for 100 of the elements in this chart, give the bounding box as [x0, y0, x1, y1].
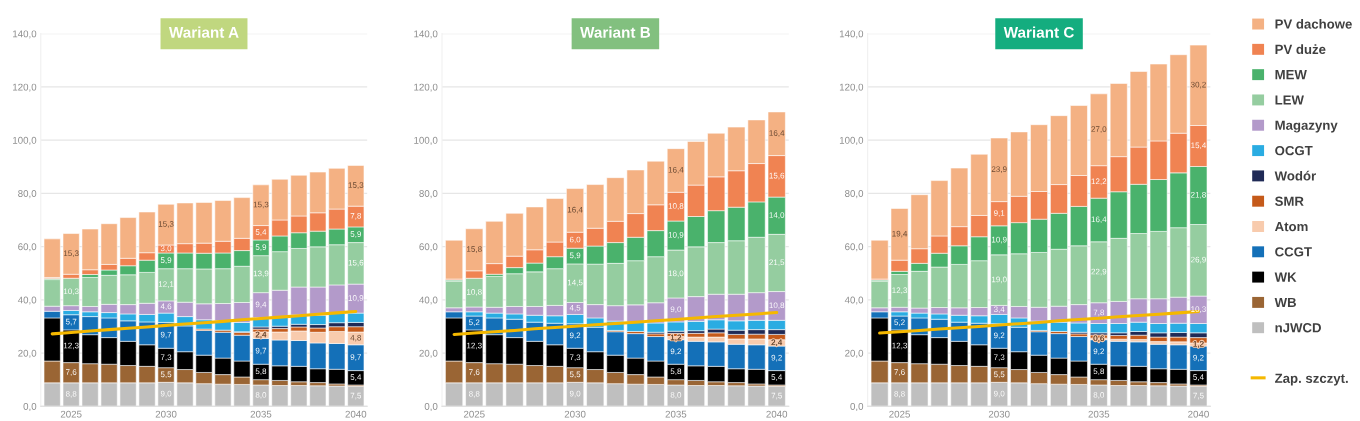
data-label: 1,2	[670, 334, 682, 342]
data-label: 15,3	[253, 201, 269, 209]
data-label: 10,8	[668, 203, 684, 210]
legend-label: OCGT	[1275, 145, 1313, 156]
y-tick-label: 20,0	[18, 349, 37, 358]
data-label: 10,9	[668, 232, 684, 239]
data-label: 10,3	[63, 288, 79, 296]
x-tick-label: 2025	[889, 410, 910, 418]
data-label: 12,1	[158, 281, 174, 288]
data-label: 9,7	[160, 331, 172, 339]
legend-label: WK	[1274, 272, 1297, 282]
data-label: 4,5	[569, 305, 581, 312]
data-label: 7,8	[350, 212, 362, 220]
data-label: 5,4	[350, 374, 362, 381]
y-tick-label: 20,0	[845, 349, 864, 358]
chart-title: Wariant A	[168, 26, 239, 38]
x-tick-label: 2030	[988, 410, 1010, 418]
data-label: 10,9	[991, 236, 1007, 244]
data-label: 5,8	[1093, 368, 1105, 376]
y-tick-label: 0,0	[23, 403, 37, 412]
data-label: 12,3	[63, 342, 79, 350]
x-tick-label: 2025	[60, 410, 82, 418]
data-label: 19,4	[892, 230, 908, 238]
data-label: 16,4	[1091, 216, 1107, 224]
y-tick-label: 140,0	[839, 30, 864, 39]
data-label: 12,3	[892, 287, 908, 295]
legend-label: Wodór	[1274, 170, 1316, 181]
x-tick-label: 2035	[250, 410, 272, 418]
data-label: 9,2	[1193, 354, 1204, 362]
y-tick-label: 40,0	[844, 296, 864, 305]
y-tick-label: 140,0	[414, 30, 438, 39]
data-label: 12,3	[892, 342, 908, 350]
data-label: 5,9	[350, 231, 362, 238]
data-label: 12,2	[1091, 178, 1107, 186]
data-label: 23,9	[991, 166, 1007, 173]
data-label: 9,4	[255, 301, 267, 309]
data-label: 5,8	[255, 368, 267, 376]
data-label: 13,9	[253, 270, 269, 278]
data-label: 5,4	[771, 374, 783, 381]
data-label: 2,4	[255, 331, 267, 339]
data-label: 7,6	[469, 369, 480, 376]
data-label: 9,2	[569, 332, 581, 340]
y-tick-label: 20,0	[419, 349, 438, 358]
x-tick-label: 2030	[155, 410, 177, 418]
data-label: 15,4	[1191, 142, 1207, 150]
data-label: 30,2	[1190, 81, 1206, 89]
y-tick-label: 80,0	[18, 190, 37, 199]
data-label: 16,4	[769, 130, 785, 137]
x-tick-label: 2035	[1088, 410, 1110, 418]
y-tick-label: 100,0	[13, 136, 37, 145]
y-tick-label: 120,0	[414, 83, 438, 92]
data-label: 14,5	[567, 279, 583, 287]
chart-title: Wariant C	[1003, 26, 1074, 38]
data-label: 3,0	[160, 245, 172, 253]
data-label: 5,9	[569, 252, 581, 260]
y-tick-label: 100,0	[414, 136, 438, 145]
data-label: 4,6	[160, 303, 172, 311]
data-label: 15,3	[158, 221, 174, 228]
legend-label: PV duże	[1275, 44, 1326, 55]
data-label: 7,8	[1093, 309, 1105, 317]
data-label: 16,4	[567, 206, 583, 214]
data-label: 9,7	[350, 354, 362, 361]
legend-label: LEW	[1275, 95, 1304, 105]
legend-label: Atom	[1274, 221, 1308, 232]
y-tick-label: 60,0	[419, 243, 438, 252]
x-tick-label: 2040	[766, 410, 788, 418]
data-label: 7,6	[894, 369, 905, 376]
data-label: 5,2	[468, 319, 480, 327]
data-label: 7,3	[994, 354, 1005, 362]
legend-label: Magazyny	[1275, 120, 1338, 133]
data-label: 5,9	[255, 244, 267, 251]
data-label: 3,4	[993, 306, 1005, 314]
data-label: 7,3	[569, 354, 581, 362]
chart-title: Wariant B	[580, 26, 651, 38]
data-label: 12,3	[467, 342, 482, 350]
data-label: 5,5	[160, 371, 172, 379]
y-tick-label: 140,0	[13, 30, 37, 39]
data-label: 21,8	[1191, 191, 1206, 199]
data-label: 5,2	[894, 319, 905, 327]
x-tick-label: 2030	[564, 410, 586, 418]
data-label: 27,0	[1091, 126, 1107, 133]
data-label: 5,4	[1193, 374, 1204, 381]
data-label: 18,0	[668, 270, 684, 278]
data-label: 5,5	[569, 371, 581, 379]
data-label: 21,5	[769, 259, 785, 267]
legend-label: PV dachowe	[1275, 19, 1352, 29]
data-label: 15,6	[769, 172, 785, 180]
data-label: 5,9	[160, 257, 172, 264]
data-label: 14,0	[769, 212, 785, 219]
x-tick-label: 2035	[665, 410, 687, 418]
data-label: 16,4	[668, 166, 684, 174]
y-tick-label: 120,0	[13, 83, 37, 92]
data-label: 5,8	[670, 368, 682, 376]
legend-label: SMR	[1275, 196, 1304, 206]
y-tick-label: 60,0	[18, 243, 37, 252]
data-label: 4,8	[350, 334, 362, 342]
data-label: 7,3	[160, 354, 172, 362]
data-label: 10,8	[769, 302, 785, 310]
data-label: 9,0	[670, 306, 682, 314]
data-label: 15,8	[467, 246, 482, 253]
